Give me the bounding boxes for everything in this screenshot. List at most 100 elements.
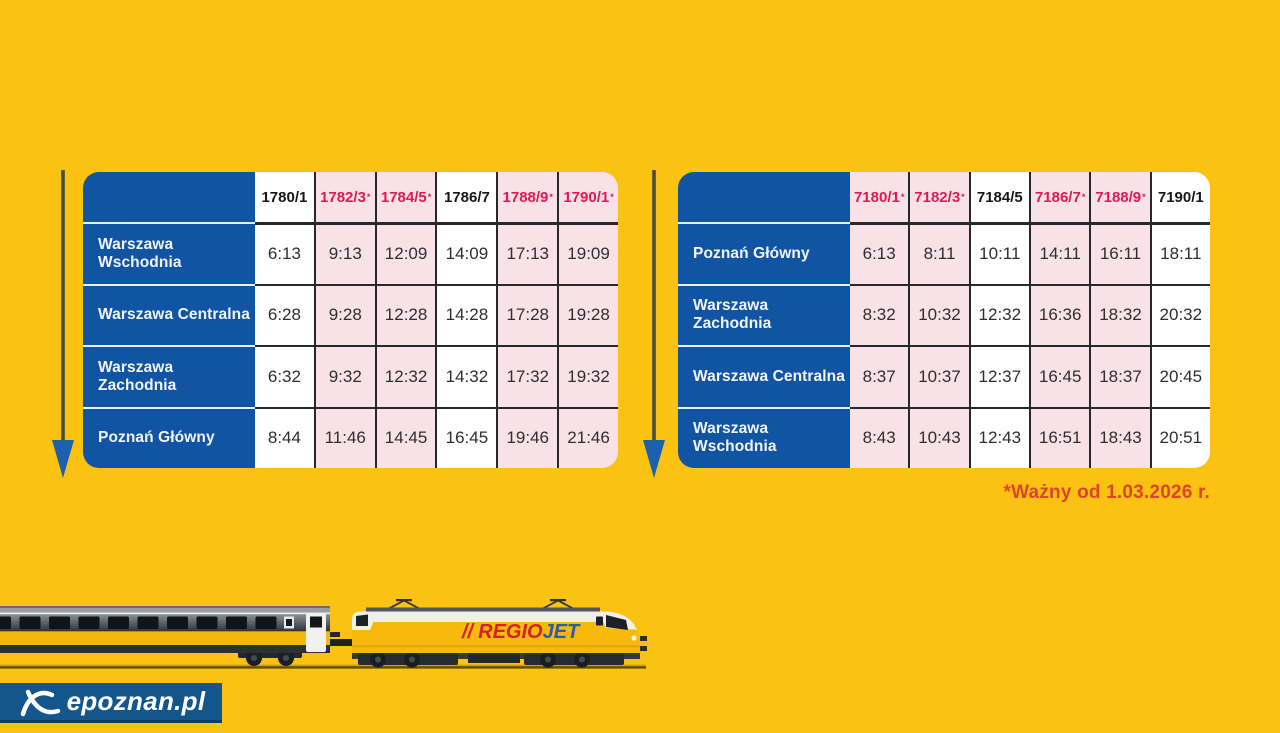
ground-line: [0, 666, 646, 669]
time-cell: 8:32: [850, 283, 909, 345]
timetable-warszawa-poznan: 1780/1 1782/3 * 1784/5 * 1786/7 1788/9 * 1790/1 *…: [83, 172, 618, 468]
arrowhead-icon: [52, 440, 74, 478]
train-number: 1786/7: [443, 188, 490, 206]
time-cell: 12:32: [374, 345, 436, 407]
timetable-row: Warszawa Zachodnia 8:32 10:32 12:32 16:36 18:…: [678, 283, 1210, 345]
station-cell: Warszawa Zachodnia: [678, 283, 850, 345]
time-cell: 12:37: [968, 345, 1029, 407]
time-cell: 9:28: [313, 283, 375, 345]
regiojet-logo: //REGIOJET: [461, 621, 581, 643]
train-number: 7184/5: [976, 188, 1023, 206]
timetable-row: Poznań Główny 8:44 11:46 14:45 16:45 19:46 21:…: [83, 406, 618, 468]
train-number: 7186/7: [1034, 188, 1081, 206]
station-cell: Warszawa Zachodnia: [83, 345, 255, 407]
time-cell: 19:09: [557, 222, 618, 284]
timetable-row: Poznań Główny 6:13 8:11 10:11 14:11 16:11 18:1…: [678, 222, 1210, 284]
time-cell: 14:45: [374, 406, 436, 468]
epoznan-logo: epoznan.pl: [0, 683, 222, 723]
time-cell: 18:32: [1089, 283, 1150, 345]
time-cell: 6:13: [255, 222, 314, 284]
time-cell: 8:37: [850, 345, 909, 407]
cab-windshield: [606, 615, 628, 630]
train-number-cell: 1782/3 *: [313, 172, 375, 222]
timetable-poznan-warszawa: 7180/1 * 7182/3 * 7184/5 7186/7 * 7188/9 * 7190/1…: [678, 172, 1210, 468]
train-number-cell: 1784/5 *: [374, 172, 436, 222]
train-number-cell: 7182/3 *: [908, 172, 969, 222]
epoznan-logo-icon: [20, 689, 60, 716]
headlight: [631, 635, 637, 641]
corner-cell: [83, 172, 255, 222]
timetable-row: Warszawa Wschodnia 8:43 10:43 12:43 16:51 18:…: [678, 406, 1210, 468]
direction-down-arrow-left: [52, 170, 74, 478]
time-cell: 14:09: [435, 222, 497, 284]
time-cell: 6:28: [255, 283, 314, 345]
train-number-cell: 7180/1 *: [850, 172, 909, 222]
time-cell: 19:46: [496, 406, 558, 468]
train-number: 1784/5: [380, 188, 427, 206]
time-cell: 10:43: [908, 406, 969, 468]
station-cell: Poznań Główny: [83, 406, 255, 468]
time-cell: 12:28: [374, 283, 436, 345]
time-cell: 10:37: [908, 345, 969, 407]
train-number-cell: 1788/9 *: [496, 172, 558, 222]
direction-down-arrow-right: [643, 170, 665, 478]
timetable-row: Warszawa Centralna 8:37 10:37 12:37 16:45 18:…: [678, 345, 1210, 407]
time-cell: 9:32: [313, 345, 375, 407]
time-cell: 17:13: [496, 222, 558, 284]
train-number-cell: 7184/5: [968, 172, 1029, 222]
timetable-row: Warszawa Wschodnia 6:13 9:13 12:09 14:09 17:1…: [83, 222, 618, 284]
time-cell: 18:37: [1089, 345, 1150, 407]
train-number-cell: 7188/9 *: [1089, 172, 1150, 222]
train-number-cell: 1790/1 *: [557, 172, 618, 222]
corner-cell: [678, 172, 850, 222]
time-cell: 20:45: [1149, 345, 1210, 407]
ground-shadow: [0, 664, 646, 667]
time-cell: 16:45: [1028, 345, 1090, 407]
epoznan-logo-text: epoznan.pl: [66, 686, 206, 716]
time-cell: 17:28: [496, 283, 558, 345]
train-number: 1788/9: [502, 188, 549, 206]
time-cell: 6:13: [850, 222, 909, 284]
station-cell: Warszawa Wschodnia: [83, 222, 255, 284]
time-cell: 9:13: [313, 222, 375, 284]
time-cell: 21:46: [557, 406, 618, 468]
train-number-cell: 1786/7: [435, 172, 497, 222]
time-cell: 10:11: [968, 222, 1029, 284]
train-number: 7190/1: [1157, 188, 1204, 206]
time-cell: 6:32: [255, 345, 314, 407]
time-cell: 19:32: [557, 345, 618, 407]
train-number-cell: 7186/7 *: [1028, 172, 1090, 222]
train-number-cell: 7190/1: [1149, 172, 1210, 222]
time-cell: 17:32: [496, 345, 558, 407]
timetable-row: Warszawa Centralna 6:28 9:28 12:28 14:28 17:2…: [83, 283, 618, 345]
train-number: 1780/1: [261, 188, 308, 206]
time-cell: 16:11: [1089, 222, 1150, 284]
time-cell: 11:46: [313, 406, 375, 468]
station-cell: Warszawa Centralna: [83, 283, 255, 345]
time-cell: 8:11: [908, 222, 969, 284]
train-number: 1790/1: [563, 188, 610, 206]
train-number: 7182/3: [914, 188, 961, 206]
time-cell: 12:32: [968, 283, 1029, 345]
timetable-header-row: 1780/1 1782/3 * 1784/5 * 1786/7 1788/9 * 1790/1 *: [83, 172, 618, 222]
time-cell: 14:32: [435, 345, 497, 407]
time-cell: 10:32: [908, 283, 969, 345]
time-cell: 14:11: [1028, 222, 1090, 284]
station-cell: Warszawa Wschodnia: [678, 406, 850, 468]
time-cell: 19:28: [557, 283, 618, 345]
train-illustration: //REGIOJET: [0, 599, 647, 669]
time-cell: 18:11: [1149, 222, 1210, 284]
train-number: 7180/1: [853, 188, 900, 206]
time-cell: 8:43: [850, 406, 909, 468]
time-cell: 14:28: [435, 283, 497, 345]
time-cell: 16:45: [435, 406, 497, 468]
train-number: 7188/9: [1095, 188, 1142, 206]
train-number-cell: 1780/1: [255, 172, 314, 222]
station-cell: Warszawa Centralna: [678, 345, 850, 407]
station-cell: Poznań Główny: [678, 222, 850, 284]
time-cell: 12:43: [968, 406, 1029, 468]
time-cell: 18:43: [1089, 406, 1150, 468]
coach-windows: [0, 616, 277, 629]
time-cell: 16:51: [1028, 406, 1090, 468]
